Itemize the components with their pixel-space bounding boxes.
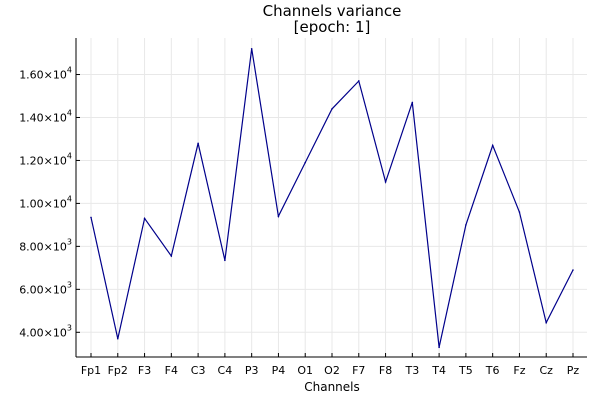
x-tick-label: F8 bbox=[379, 364, 392, 377]
data-point bbox=[277, 215, 280, 218]
data-point bbox=[331, 108, 333, 110]
x-tick-label: Fp2 bbox=[108, 364, 128, 377]
x-tick-label: F7 bbox=[352, 364, 365, 377]
x-axis-label: Channels bbox=[304, 380, 360, 394]
x-tick-label: T5 bbox=[458, 364, 473, 377]
y-tick-label: 1.40×104 bbox=[19, 108, 72, 124]
data-point bbox=[411, 101, 414, 104]
data-point bbox=[357, 80, 360, 82]
series-group bbox=[90, 47, 574, 349]
chart-subtitle: [epoch: 1] bbox=[294, 18, 371, 36]
data-point bbox=[491, 144, 494, 147]
data-point bbox=[143, 217, 146, 220]
y-tick-label: 4.00×103 bbox=[19, 323, 72, 339]
chart-title: Channels variance bbox=[263, 2, 402, 20]
data-point bbox=[384, 181, 387, 183]
y-tick-label: 1.20×104 bbox=[19, 151, 72, 167]
x-tick-label: T4 bbox=[431, 364, 446, 377]
data-point bbox=[438, 346, 440, 349]
data-point bbox=[90, 216, 92, 219]
y-tick-label: 6.00×103 bbox=[19, 280, 72, 296]
x-tick-label: C3 bbox=[191, 364, 206, 377]
grid bbox=[76, 38, 587, 357]
x-tick-label: F4 bbox=[165, 364, 178, 377]
data-point bbox=[572, 269, 574, 271]
data-point bbox=[545, 321, 548, 324]
data-point bbox=[518, 211, 521, 213]
x-tick-label: Fp1 bbox=[81, 364, 101, 377]
y-axis-ticks: 4.00×103 6.00×103 8.00×103 1.00×104 1.20×104… bbox=[19, 66, 80, 339]
x-tick-label: F3 bbox=[138, 364, 151, 377]
x-tick-label: T6 bbox=[485, 364, 500, 377]
x-tick-label: P3 bbox=[245, 364, 259, 377]
x-axis-ticks: Fp1 Fp2 F3 F4 C3 C4 P3 P4 O1 O2 F7 F8 T3 T4 T5 T6 Fz Cz Pz bbox=[81, 353, 580, 377]
data-point bbox=[224, 259, 226, 262]
x-tick-label: Fz bbox=[513, 364, 525, 377]
x-tick-label: C4 bbox=[218, 364, 233, 377]
x-tick-label: P4 bbox=[272, 364, 286, 377]
x-tick-label: O1 bbox=[297, 364, 313, 377]
data-point bbox=[197, 142, 199, 145]
data-point bbox=[465, 224, 467, 226]
data-point bbox=[250, 47, 253, 50]
x-tick-label: Cz bbox=[539, 364, 553, 377]
y-tick-label: 1.60×104 bbox=[19, 66, 72, 82]
x-tick-label: O2 bbox=[324, 364, 340, 377]
data-point bbox=[304, 161, 307, 164]
x-tick-label: Pz bbox=[567, 364, 580, 377]
data-point bbox=[170, 255, 173, 257]
x-tick-label: T3 bbox=[404, 364, 419, 377]
data-point bbox=[116, 337, 119, 340]
y-tick-label: 1.00×104 bbox=[19, 194, 72, 210]
y-tick-label: 8.00×103 bbox=[19, 237, 72, 253]
